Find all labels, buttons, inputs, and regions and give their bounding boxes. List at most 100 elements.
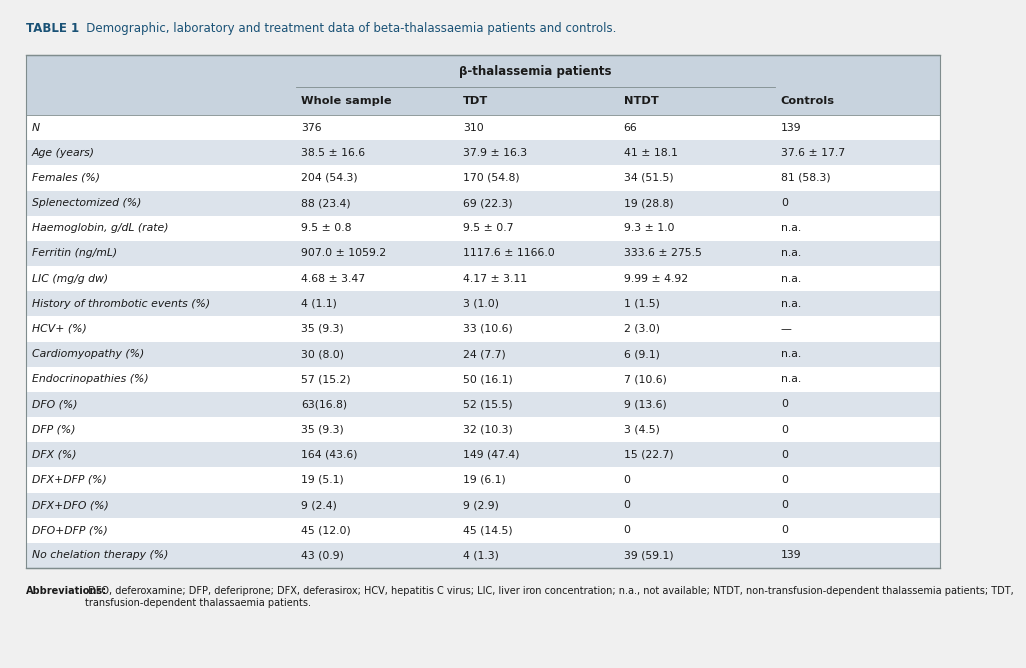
Text: 33 (10.6): 33 (10.6) — [463, 324, 513, 334]
Text: 9.99 ± 4.92: 9.99 ± 4.92 — [624, 274, 687, 284]
Text: 45 (12.0): 45 (12.0) — [302, 525, 351, 535]
Text: β-thalassemia patients: β-thalassemia patients — [460, 65, 611, 77]
Text: DFX+DFO (%): DFX+DFO (%) — [32, 500, 109, 510]
Text: 0: 0 — [781, 399, 788, 409]
Text: 30 (8.0): 30 (8.0) — [302, 349, 344, 359]
Text: 39 (59.1): 39 (59.1) — [624, 550, 673, 560]
Text: 0: 0 — [624, 500, 631, 510]
Text: 37.9 ± 16.3: 37.9 ± 16.3 — [463, 148, 527, 158]
Text: Ferritin (ng/mL): Ferritin (ng/mL) — [32, 248, 117, 259]
Text: 81 (58.3): 81 (58.3) — [781, 173, 830, 183]
Text: 0: 0 — [781, 425, 788, 435]
Text: 4.17 ± 3.11: 4.17 ± 3.11 — [463, 274, 527, 284]
Bar — [26, 543, 940, 568]
Text: 19 (28.8): 19 (28.8) — [624, 198, 673, 208]
Text: n.a.: n.a. — [781, 274, 801, 284]
Text: HCV+ (%): HCV+ (%) — [32, 324, 86, 334]
Text: Abbreviations:: Abbreviations: — [26, 586, 108, 596]
Text: —: — — [781, 324, 792, 334]
Text: 4 (1.3): 4 (1.3) — [463, 550, 499, 560]
Text: 0: 0 — [781, 525, 788, 535]
Text: 149 (47.4): 149 (47.4) — [463, 450, 519, 460]
Text: 35 (9.3): 35 (9.3) — [302, 425, 344, 435]
Text: 139: 139 — [781, 123, 801, 132]
Text: 88 (23.4): 88 (23.4) — [302, 198, 351, 208]
Text: 0: 0 — [781, 475, 788, 485]
Text: 32 (10.3): 32 (10.3) — [463, 425, 513, 435]
Text: 2 (3.0): 2 (3.0) — [624, 324, 660, 334]
Bar — [26, 55, 940, 87]
Text: 0: 0 — [781, 500, 788, 510]
Text: Females (%): Females (%) — [32, 173, 100, 183]
Text: Whole sample: Whole sample — [302, 96, 392, 106]
Text: 63(16.8): 63(16.8) — [302, 399, 348, 409]
Text: 164 (43.6): 164 (43.6) — [302, 450, 358, 460]
Text: 907.0 ± 1059.2: 907.0 ± 1059.2 — [302, 248, 387, 259]
Text: Age (years): Age (years) — [32, 148, 94, 158]
Bar — [26, 341, 940, 367]
Text: 4 (1.1): 4 (1.1) — [302, 299, 338, 309]
Text: 41 ± 18.1: 41 ± 18.1 — [624, 148, 677, 158]
Text: n.a.: n.a. — [781, 223, 801, 233]
Text: 7 (10.6): 7 (10.6) — [624, 374, 667, 384]
Text: 170 (54.8): 170 (54.8) — [463, 173, 519, 183]
Text: Cardiomyopathy (%): Cardiomyopathy (%) — [32, 349, 144, 359]
Text: Controls: Controls — [781, 96, 835, 106]
Text: 0: 0 — [781, 198, 788, 208]
Text: Haemoglobin, g/dL (rate): Haemoglobin, g/dL (rate) — [32, 223, 168, 233]
Text: No chelation therapy (%): No chelation therapy (%) — [32, 550, 168, 560]
Text: 3 (1.0): 3 (1.0) — [463, 299, 499, 309]
Text: History of thrombotic events (%): History of thrombotic events (%) — [32, 299, 210, 309]
Text: n.a.: n.a. — [781, 299, 801, 309]
Bar — [26, 492, 940, 518]
Bar — [26, 442, 940, 468]
Text: TDT: TDT — [463, 96, 488, 106]
Text: 15 (22.7): 15 (22.7) — [624, 450, 673, 460]
Text: 9 (13.6): 9 (13.6) — [624, 399, 667, 409]
Bar — [26, 55, 940, 568]
Text: 139: 139 — [781, 550, 801, 560]
Text: Demographic, laboratory and treatment data of beta-thalassaemia patients and con: Demographic, laboratory and treatment da… — [75, 21, 616, 35]
Text: 66: 66 — [624, 123, 637, 132]
Text: 45 (14.5): 45 (14.5) — [463, 525, 513, 535]
Bar — [26, 140, 940, 166]
Text: DFO+DFP (%): DFO+DFP (%) — [32, 525, 108, 535]
Text: 9.5 ± 0.8: 9.5 ± 0.8 — [302, 223, 352, 233]
Bar — [26, 291, 940, 317]
Text: 52 (15.5): 52 (15.5) — [463, 399, 513, 409]
Text: DFO (%): DFO (%) — [32, 399, 77, 409]
Text: 9.3 ± 1.0: 9.3 ± 1.0 — [624, 223, 674, 233]
Text: 204 (54.3): 204 (54.3) — [302, 173, 358, 183]
Text: 50 (16.1): 50 (16.1) — [463, 374, 513, 384]
Bar — [26, 241, 940, 266]
Text: 19 (5.1): 19 (5.1) — [302, 475, 344, 485]
Text: 9.5 ± 0.7: 9.5 ± 0.7 — [463, 223, 513, 233]
Bar — [26, 190, 940, 216]
Text: 3 (4.5): 3 (4.5) — [624, 425, 660, 435]
Text: 6 (9.1): 6 (9.1) — [624, 349, 660, 359]
Bar — [26, 392, 940, 417]
Text: 333.6 ± 275.5: 333.6 ± 275.5 — [624, 248, 702, 259]
Text: DFP (%): DFP (%) — [32, 425, 75, 435]
Text: 69 (22.3): 69 (22.3) — [463, 198, 513, 208]
Text: 34 (51.5): 34 (51.5) — [624, 173, 673, 183]
Text: DFX (%): DFX (%) — [32, 450, 76, 460]
Text: LIC (mg/g dw): LIC (mg/g dw) — [32, 274, 108, 284]
Text: 19 (6.1): 19 (6.1) — [463, 475, 506, 485]
Text: TABLE 1: TABLE 1 — [26, 21, 79, 35]
Text: 376: 376 — [302, 123, 322, 132]
Text: 37.6 ± 17.7: 37.6 ± 17.7 — [781, 148, 845, 158]
Text: 1117.6 ± 1166.0: 1117.6 ± 1166.0 — [463, 248, 555, 259]
Text: 35 (9.3): 35 (9.3) — [302, 324, 344, 334]
Text: 38.5 ± 16.6: 38.5 ± 16.6 — [302, 148, 365, 158]
Text: 9 (2.9): 9 (2.9) — [463, 500, 499, 510]
Text: 4.68 ± 3.47: 4.68 ± 3.47 — [302, 274, 365, 284]
Text: Splenectomized (%): Splenectomized (%) — [32, 198, 141, 208]
Text: 43 (0.9): 43 (0.9) — [302, 550, 344, 560]
Text: 0: 0 — [624, 525, 631, 535]
Text: 24 (7.7): 24 (7.7) — [463, 349, 506, 359]
Text: NTDT: NTDT — [624, 96, 659, 106]
Text: n.a.: n.a. — [781, 374, 801, 384]
Text: 0: 0 — [624, 475, 631, 485]
Text: 9 (2.4): 9 (2.4) — [302, 500, 338, 510]
